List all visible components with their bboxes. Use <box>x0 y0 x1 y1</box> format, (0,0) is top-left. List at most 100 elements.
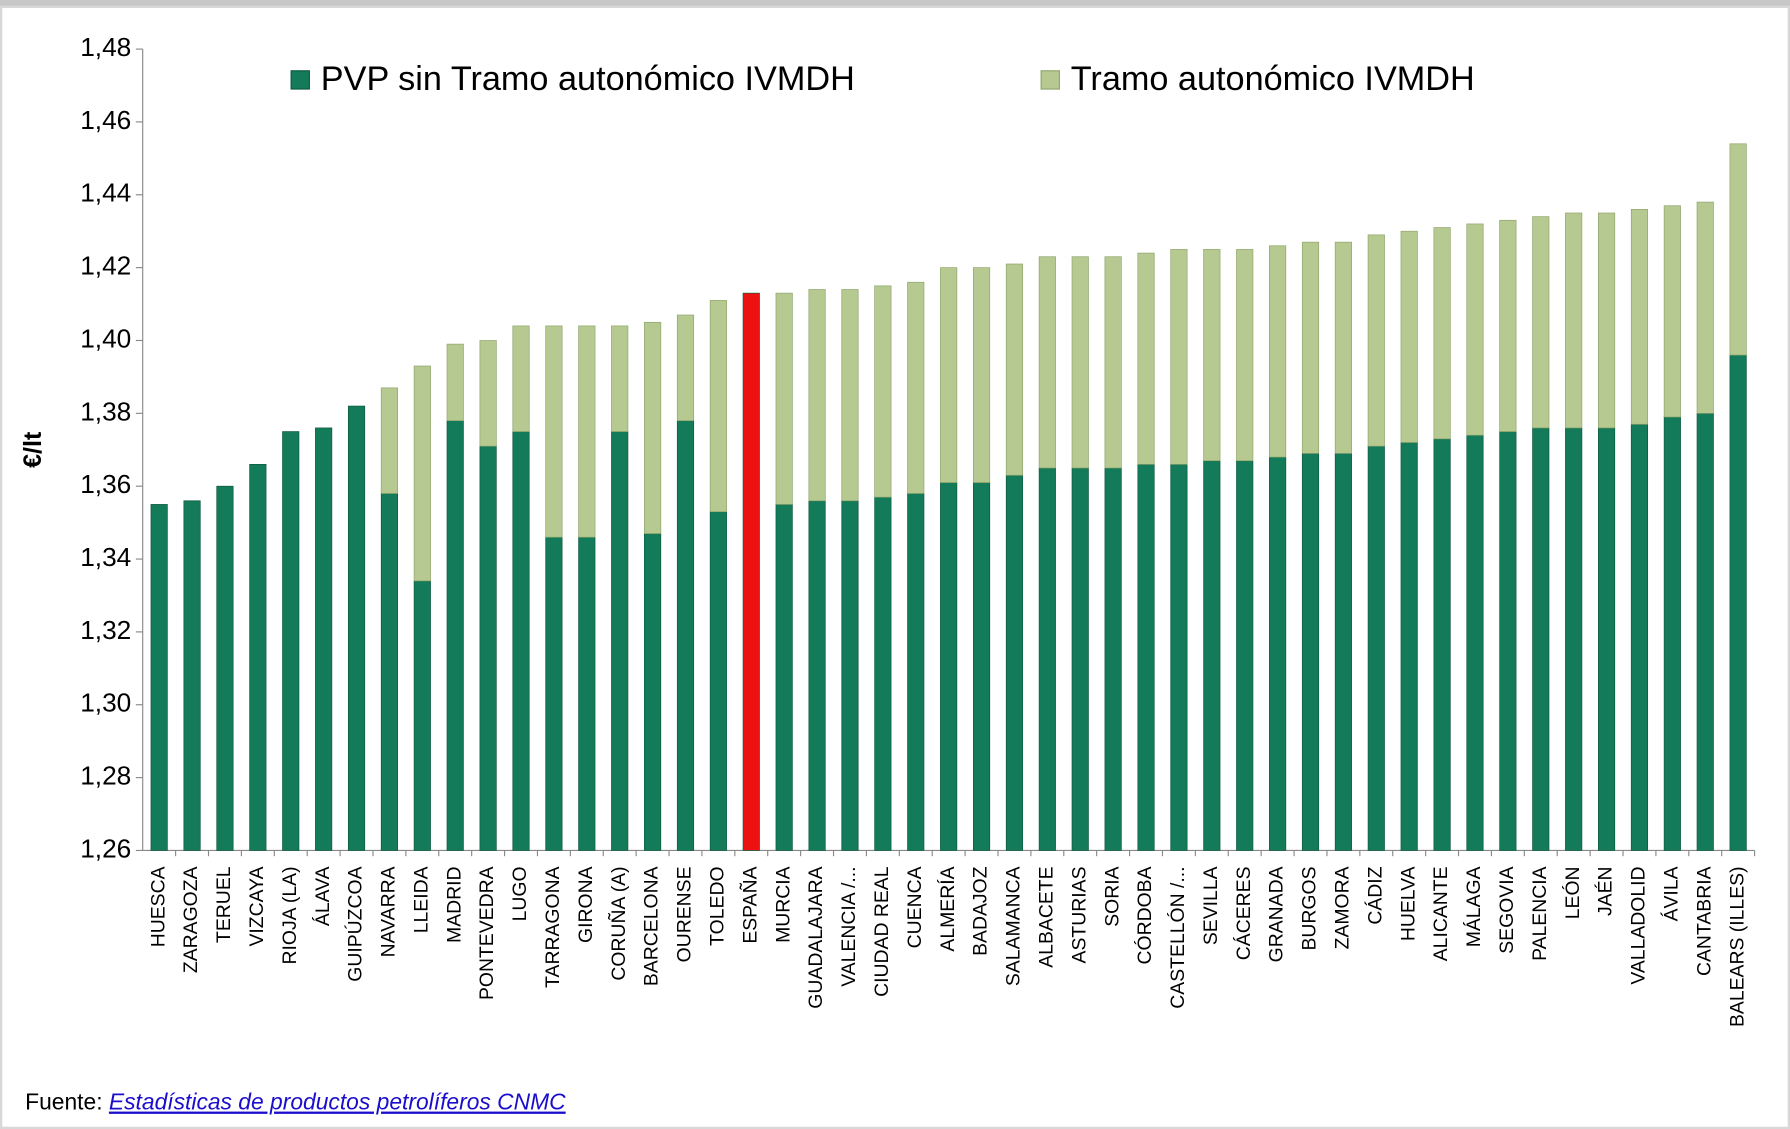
x-tick-label: CIUDAD REAL <box>871 866 893 997</box>
source-link[interactable]: Estadísticas de productos petrolíferos C… <box>109 1089 566 1115</box>
y-tick-label: 1,40 <box>80 323 131 353</box>
bar-segment <box>216 485 234 851</box>
x-tick-label: VALLADOLID <box>1628 866 1650 984</box>
x-tick-label: SEGOVIA <box>1496 866 1518 953</box>
bar-segment <box>1334 453 1352 851</box>
bar-segment <box>1104 256 1122 469</box>
bar-segment <box>1005 474 1024 851</box>
y-tick-label: 1,48 <box>80 32 131 62</box>
bar-segment <box>972 482 991 851</box>
x-tick-label: ALMERÍA <box>936 866 959 951</box>
x-tick-label: BURGOS <box>1299 866 1321 950</box>
bar-segment <box>282 431 300 851</box>
x-tick-label: SEVILLA <box>1200 866 1222 945</box>
bar-segment <box>347 405 366 851</box>
bar-segment <box>150 504 168 851</box>
x-tick-label: TARRAGONA <box>542 866 564 987</box>
bar-segment <box>907 281 925 494</box>
x-tick-label: CÁDIZ <box>1363 866 1386 924</box>
bar-segment <box>1269 456 1287 851</box>
bar-segment <box>1729 354 1747 851</box>
y-tick-label: 1,32 <box>80 615 131 645</box>
x-tick-label: CUENCA <box>904 866 926 948</box>
bar-segment <box>874 285 892 498</box>
legend-swatch <box>1040 70 1060 90</box>
x-tick-label: CÓRDOBA <box>1133 866 1156 964</box>
bar-segment <box>1334 241 1352 454</box>
y-tick-label: 1,44 <box>80 178 131 208</box>
bar-segment <box>446 420 464 851</box>
bar-segment <box>1269 245 1287 458</box>
bar-segment <box>1532 216 1550 429</box>
y-tick-label: 1,30 <box>80 688 131 718</box>
bar-segment <box>874 496 892 851</box>
x-tick-label: BALEARS (ILLES) <box>1726 866 1748 1027</box>
x-tick-label: LEÓN <box>1561 866 1584 919</box>
bar-segment <box>1663 416 1681 851</box>
frame <box>0 5 1790 1129</box>
x-tick-label: HUESCA <box>147 866 169 947</box>
bar-segment <box>1729 143 1747 356</box>
bar-segment <box>1236 249 1254 462</box>
bar-segment <box>1137 252 1155 465</box>
bar-segment <box>1301 453 1320 851</box>
bar-segment <box>413 365 431 582</box>
x-tick-label: CÁCERES <box>1232 866 1255 960</box>
top-strip <box>0 0 1790 7</box>
bar-segment <box>1367 445 1385 851</box>
bar-segment <box>1236 460 1254 851</box>
bar-segment <box>676 314 695 421</box>
y-axis-label: €/lt <box>19 431 47 468</box>
bar-segment <box>775 292 793 505</box>
x-tick-label: ESPAÑA <box>737 866 761 943</box>
bar-segment <box>611 325 629 432</box>
bar-segment <box>578 536 596 851</box>
bar-segment <box>1499 431 1517 851</box>
bar-segment <box>1137 464 1155 851</box>
bar-segment <box>1071 467 1089 851</box>
bar-segment <box>479 445 497 851</box>
y-tick-label: 1,38 <box>80 396 131 426</box>
x-tick-label: BARCELONA <box>641 866 663 986</box>
y-tick-label: 1,36 <box>80 469 131 499</box>
bar-segment <box>1071 256 1089 469</box>
x-tick-label: SORIA <box>1101 866 1123 926</box>
bar-segment <box>907 493 925 851</box>
legend-label: PVP sin Tramo autonómico IVMDH <box>321 60 855 98</box>
x-tick-label: GRANADA <box>1266 866 1288 962</box>
bar-segment <box>249 464 267 851</box>
bar-segment <box>380 493 398 851</box>
y-tick-label: 1,42 <box>80 251 131 281</box>
bar-segment <box>545 536 563 851</box>
bar-segment <box>183 500 201 851</box>
x-tick-label: RIOJA (LA) <box>279 866 301 964</box>
x-tick-label: CANTABRIA <box>1693 866 1715 976</box>
x-tick-label: JAÉN <box>1594 866 1617 916</box>
x-tick-label: MADRID <box>443 866 465 942</box>
bar-segment <box>1630 423 1649 851</box>
bar-segment <box>841 289 859 502</box>
bar-segment <box>709 511 727 851</box>
bar-segment <box>1466 223 1484 436</box>
x-tick-label: SALAMANCA <box>1003 866 1025 986</box>
bar-segment <box>1532 427 1550 851</box>
bar-segment <box>1203 249 1221 462</box>
bar-segment <box>1367 234 1385 447</box>
bar-segment <box>808 289 826 502</box>
x-tick-label: ALICANTE <box>1430 866 1452 961</box>
x-tick-label: PONTEVEDRA <box>476 866 498 1000</box>
bar-segment <box>1565 427 1583 851</box>
x-tick-label: ASTURIAS <box>1068 866 1090 963</box>
bar-segment <box>1170 249 1188 465</box>
y-tick-label: 1,26 <box>80 833 131 863</box>
x-tick-label: ALBACETE <box>1035 866 1057 967</box>
x-tick-label: OURENSE <box>674 866 696 962</box>
bar-segment <box>1400 230 1418 443</box>
bar-segment <box>808 500 826 851</box>
y-tick-label: 1,28 <box>80 761 131 791</box>
bar-segment <box>972 267 991 483</box>
x-tick-label: TOLEDO <box>707 866 729 945</box>
bar-segment <box>841 500 859 851</box>
bar-segment <box>380 387 398 494</box>
